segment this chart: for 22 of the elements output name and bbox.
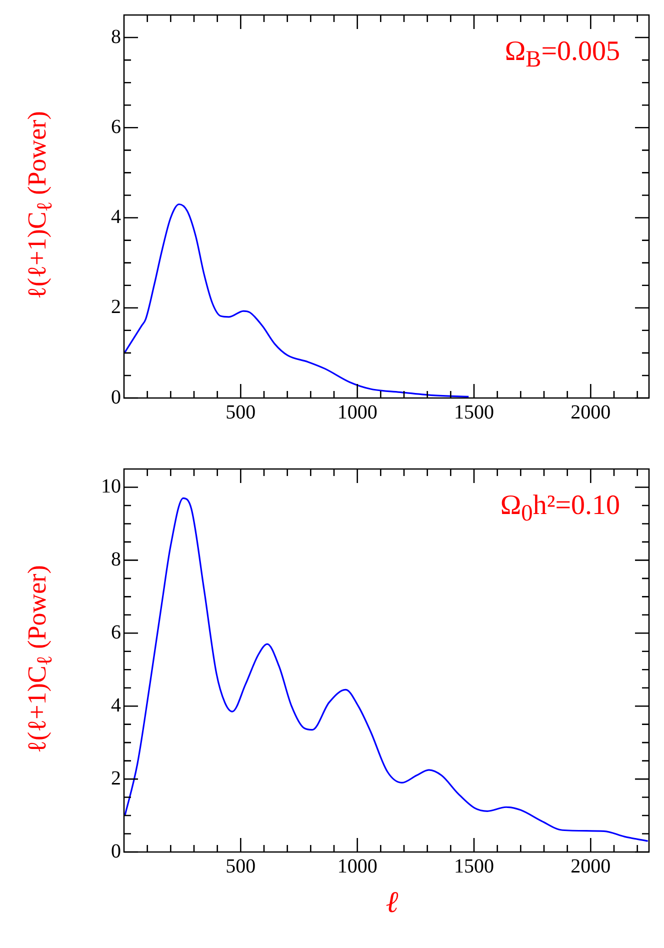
x-tick-label: 1000 <box>337 401 378 424</box>
x-tick-label: 1500 <box>454 855 494 878</box>
x-tick-label: 1500 <box>454 401 494 424</box>
x-tick-label: 1000 <box>337 855 378 878</box>
y-tick-label: 0 <box>111 386 121 408</box>
y-tick-label: 10 <box>101 475 121 498</box>
x-axis-title: ℓ <box>386 886 398 920</box>
x-tick-label: 2000 <box>570 855 611 878</box>
y-tick-label: 6 <box>111 621 121 644</box>
x-tick-label: 500 <box>226 401 256 424</box>
x-tick-label: 2000 <box>570 401 611 424</box>
y-tick-label: 2 <box>111 296 121 318</box>
y-tick-label: 4 <box>111 206 121 228</box>
y-tick-label: 6 <box>111 116 121 138</box>
annotation: Ω$_{0}$h²=0.10 <box>500 490 620 528</box>
x-tick-label: 500 <box>226 855 256 878</box>
y-tick-label: 4 <box>111 694 121 716</box>
y-tick-label: 8 <box>111 548 121 570</box>
y-tick-label: 0 <box>111 840 121 862</box>
y-tick-label: 2 <box>111 767 121 790</box>
annotation: Ω$_{B}$=0.005 <box>504 36 620 74</box>
y-tick-label: 8 <box>111 26 121 48</box>
